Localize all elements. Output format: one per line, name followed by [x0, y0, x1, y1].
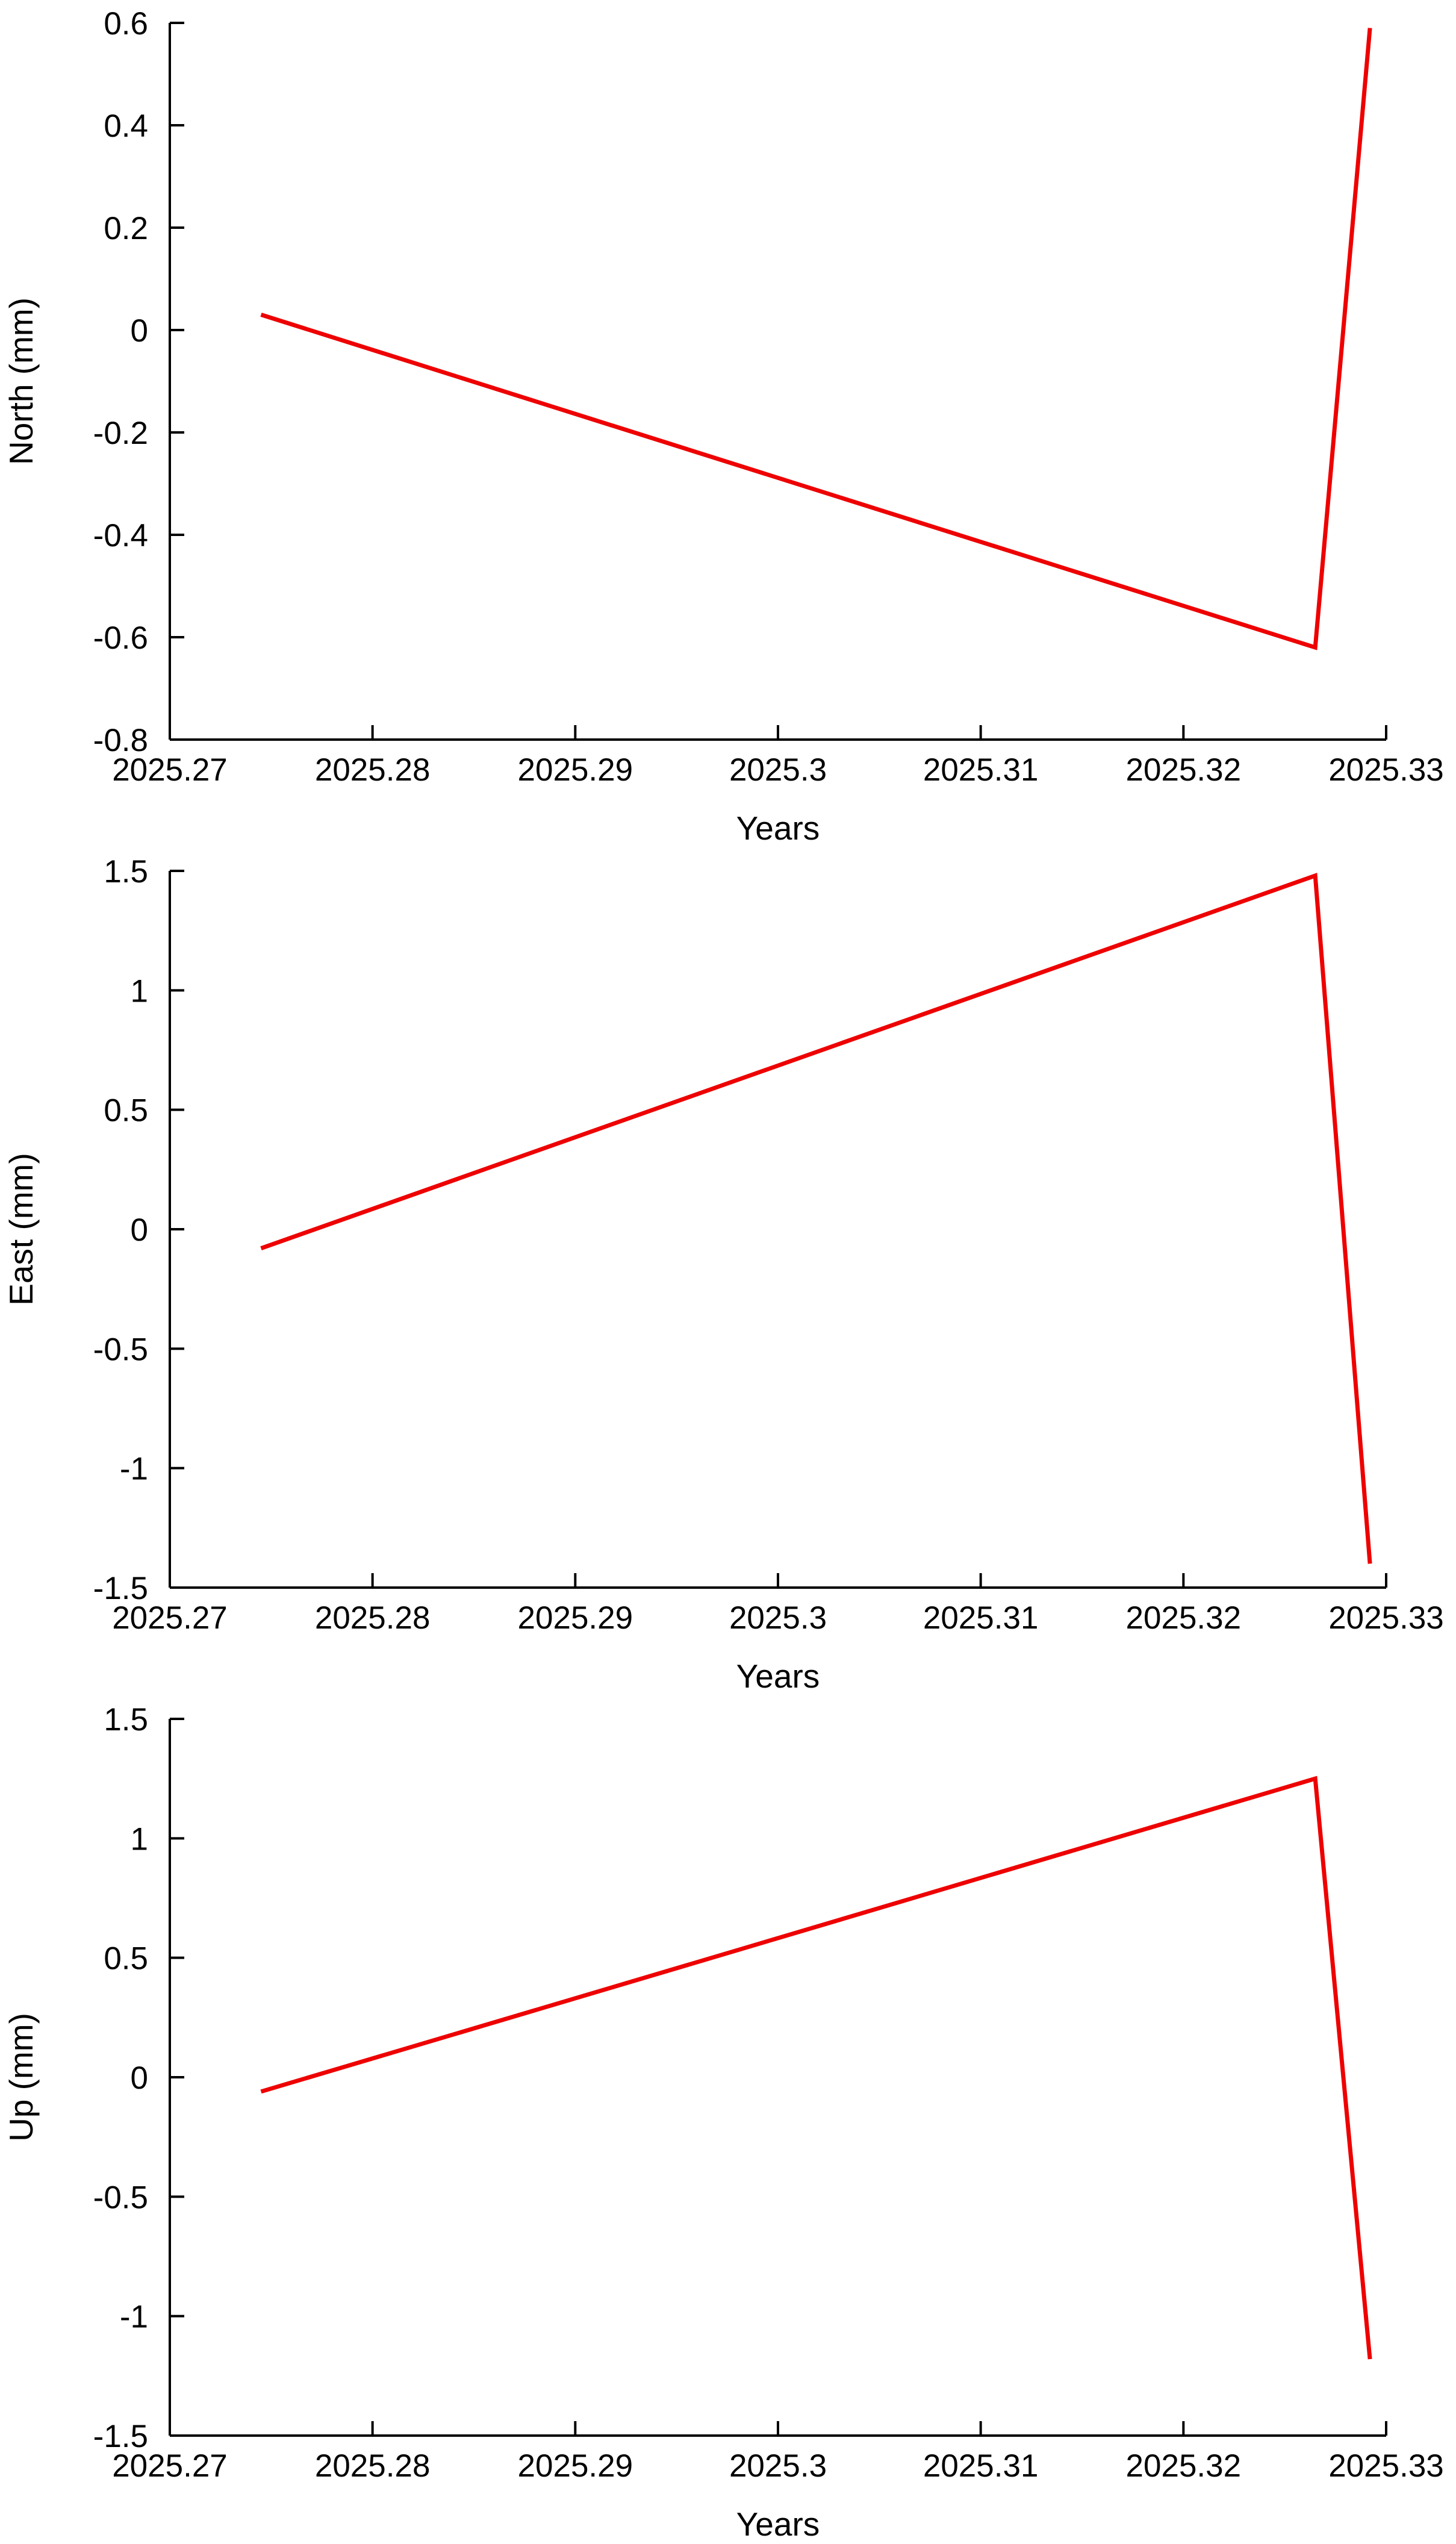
x-tick-label: 2025.31 — [923, 1600, 1039, 1636]
x-axis-label: Years — [736, 809, 820, 847]
x-tick-label: 2025.28 — [315, 752, 431, 788]
x-tick-label: 2025.33 — [1328, 2448, 1444, 2484]
y-tick-label: -0.8 — [93, 723, 148, 758]
y-tick-label: 0.5 — [104, 1941, 148, 1977]
y-tick-label: 1 — [131, 1821, 148, 1857]
x-tick-label: 2025.32 — [1126, 2448, 1242, 2484]
subplot-2: 2025.27 2025.28 2025.29 2025.3 2025.31 2025.3… — [2, 854, 1444, 1695]
y-tick-label: -0.6 — [93, 620, 148, 656]
x-tick-label: 2025.28 — [315, 1600, 431, 1636]
y-tick-label: 1.5 — [104, 854, 148, 890]
x-tick-label: 2025.27 — [112, 1600, 228, 1636]
y-tick-label: 0.6 — [104, 6, 148, 42]
y-tick-label: -1 — [120, 2299, 148, 2335]
y-tick-label: -0.4 — [93, 518, 148, 553]
y-tick-label: -1.5 — [93, 2419, 148, 2454]
x-tick-label: 2025.29 — [518, 2448, 633, 2484]
y-tick-label: -0.5 — [93, 1332, 148, 1367]
x-tick-label: 2025.31 — [923, 2448, 1039, 2484]
y-tick-label: 0 — [131, 2060, 148, 2096]
y-tick-label: 0 — [131, 313, 148, 349]
y-tick-label: -1 — [120, 1451, 148, 1487]
x-tick-label: 2025.28 — [315, 2448, 431, 2484]
subplot-3: 2025.27 2025.28 2025.29 2025.3 2025.31 2025.3… — [2, 1702, 1444, 2543]
y-axis-label: East (mm) — [2, 1153, 40, 1306]
x-axis-label: Years — [736, 1657, 820, 1695]
x-tick-label: 2025.33 — [1328, 1600, 1444, 1636]
y-tick-label: -1.5 — [93, 1571, 148, 1606]
series-line-1 — [260, 1776, 1372, 2360]
subplot-1: 2025.27 2025.28 2025.29 2025.3 2025.31 2025.3… — [2, 6, 1444, 847]
y-tick-label: -0.5 — [93, 2180, 148, 2215]
x-tick-label: 2025.31 — [923, 752, 1039, 788]
y-tick-label: 1.5 — [104, 1702, 148, 1738]
x-tick-label: 2025.3 — [729, 2448, 827, 2484]
x-tick-label: 2025.32 — [1126, 1600, 1242, 1636]
x-tick-label: 2025.27 — [112, 2448, 228, 2484]
x-tick-label: 2025.29 — [518, 1600, 633, 1636]
y-tick-label: 0.4 — [104, 108, 148, 144]
y-tick-label: 1 — [131, 973, 148, 1009]
series-line-1 — [260, 873, 1372, 1564]
x-tick-label: 2025.32 — [1126, 752, 1242, 788]
y-axis-label: Up (mm) — [2, 2013, 40, 2142]
series-line-1 — [260, 28, 1372, 650]
x-tick-label: 2025.3 — [729, 1600, 827, 1636]
x-tick-label: 2025.29 — [518, 752, 633, 788]
y-tick-label: 0.5 — [104, 1093, 148, 1129]
x-tick-label: 2025.27 — [112, 752, 228, 788]
x-tick-label: 2025.33 — [1328, 752, 1444, 788]
y-tick-label: 0 — [131, 1212, 148, 1248]
x-axis-label: Years — [736, 2505, 820, 2543]
x-tick-label: 2025.3 — [729, 752, 827, 788]
y-tick-label: -0.2 — [93, 416, 148, 451]
y-tick-label: 0.2 — [104, 211, 148, 246]
y-axis-label: North (mm) — [2, 298, 40, 465]
